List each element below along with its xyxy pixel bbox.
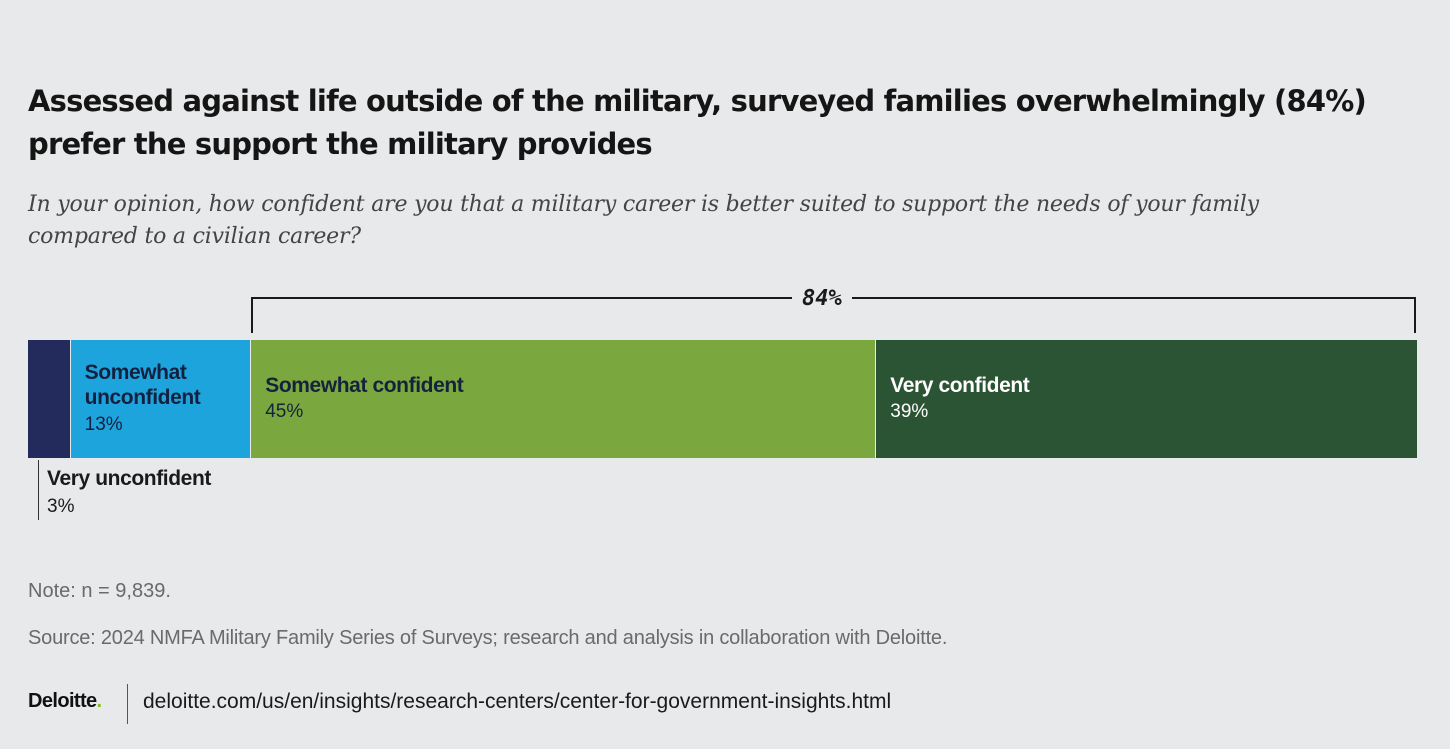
callout-value-very-unconfident: 3%: [47, 496, 75, 517]
deloitte-logo: Deloitte.: [28, 690, 102, 713]
chart-note: Note: n = 9,839.: [28, 580, 171, 602]
bar-segment-very-confident: Very confident 39%: [875, 340, 1417, 458]
segment-value: 13%: [84, 414, 123, 435]
segment-value: 39%: [890, 401, 929, 422]
chart-subtitle: In your opinion, how confident are you t…: [28, 192, 1259, 249]
footer-url[interactable]: deloitte.com/us/en/insights/research-cen…: [143, 690, 892, 713]
chart-title: Assessed against life outside of the mil…: [28, 84, 1367, 161]
bracket-label: 84%: [792, 286, 852, 311]
callout-label-very-unconfident: Very unconfident: [47, 467, 211, 490]
chart-source: Source: 2024 NMFA Military Family Series…: [28, 627, 948, 649]
logo-text: Deloitte: [28, 690, 97, 712]
bar-segment-somewhat-confident: Somewhat confident 45%: [250, 340, 876, 458]
bar-segment-very-unconfident: [28, 340, 70, 458]
bar-segment-somewhat-unconfident: Somewhat unconfident 13%: [69, 340, 251, 458]
stacked-bar: Somewhat unconfident 13% Somewhat confid…: [28, 340, 1417, 458]
segment-label: Somewhat unconfident: [84, 361, 201, 409]
segment-label: Very confident: [890, 374, 1030, 397]
callout-line: [38, 460, 39, 520]
logo-dot: .: [96, 690, 103, 712]
segment-label: Somewhat confident: [265, 374, 464, 397]
footer-divider: [127, 684, 128, 724]
segment-value: 45%: [265, 401, 304, 422]
